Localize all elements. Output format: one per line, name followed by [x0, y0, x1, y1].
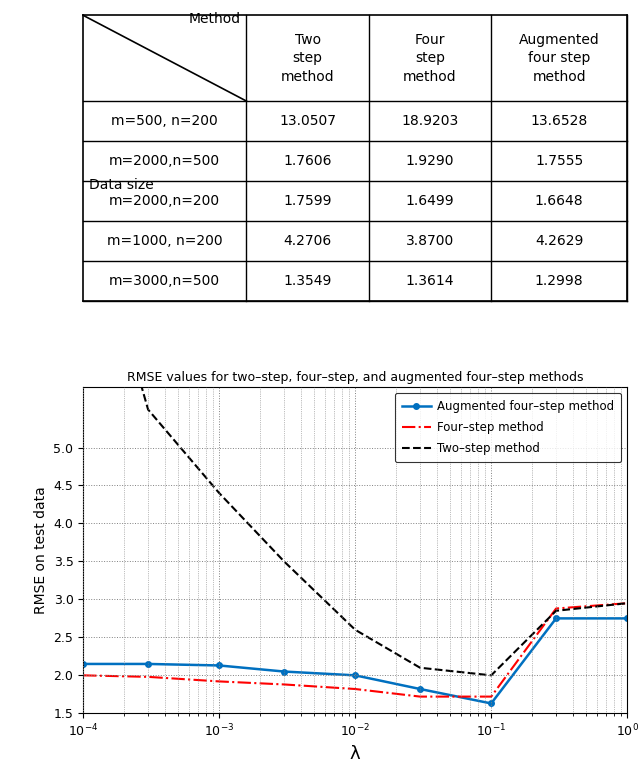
Two–step method	[79, 177, 87, 186]
Two–step method	[351, 625, 359, 634]
Text: 4.2629: 4.2629	[535, 234, 584, 248]
Augmented four–step method	[144, 660, 152, 669]
Text: Method: Method	[189, 12, 241, 27]
Augmented four–step method	[623, 614, 631, 623]
Text: 1.3614: 1.3614	[406, 274, 454, 288]
Text: 4.2706: 4.2706	[284, 234, 332, 248]
Two–step method	[488, 670, 495, 680]
Text: m=3000,n=500: m=3000,n=500	[109, 274, 220, 288]
Four–step method	[552, 604, 560, 613]
Augmented four–step method	[488, 699, 495, 708]
Text: m=1000, n=200: m=1000, n=200	[107, 234, 223, 248]
Augmented four–step method	[552, 614, 560, 623]
Text: 3.8700: 3.8700	[406, 234, 454, 248]
Text: Two
step
method: Two step method	[281, 33, 335, 84]
Text: 1.3549: 1.3549	[284, 274, 332, 288]
Text: 13.6528: 13.6528	[531, 114, 588, 128]
Text: 1.6648: 1.6648	[535, 194, 584, 208]
Augmented four–step method	[351, 670, 359, 680]
Text: 1.7606: 1.7606	[284, 154, 332, 168]
Text: 1.7555: 1.7555	[535, 154, 583, 168]
Two–step method	[144, 405, 152, 414]
Text: 1.9290: 1.9290	[406, 154, 454, 168]
Text: m=2000,n=500: m=2000,n=500	[109, 154, 220, 168]
Text: 1.6499: 1.6499	[406, 194, 454, 208]
Four–step method	[280, 680, 288, 689]
Augmented four–step method	[216, 661, 223, 670]
Four–step method	[79, 670, 87, 680]
Four–step method	[416, 692, 424, 701]
Four–step method	[351, 684, 359, 693]
Text: m=2000,n=200: m=2000,n=200	[109, 194, 220, 208]
Two–step method	[623, 598, 631, 607]
X-axis label: λ: λ	[350, 746, 360, 763]
Augmented four–step method	[416, 684, 424, 693]
Four–step method	[216, 676, 223, 686]
Text: 18.9203: 18.9203	[401, 114, 459, 128]
Legend: Augmented four–step method, Four–step method, Two–step method: Augmented four–step method, Four–step me…	[395, 393, 621, 463]
Two–step method	[216, 489, 223, 498]
Augmented four–step method	[79, 660, 87, 669]
Four–step method	[623, 598, 631, 607]
Title: RMSE values for two–step, four–step, and augmented four–step methods: RMSE values for two–step, four–step, and…	[127, 371, 584, 384]
Line: Four–step method: Four–step method	[83, 603, 627, 696]
Two–step method	[552, 606, 560, 615]
Four–step method	[488, 692, 495, 701]
Y-axis label: RMSE on test data: RMSE on test data	[34, 486, 48, 614]
Text: 1.7599: 1.7599	[284, 194, 332, 208]
Text: m=500, n=200: m=500, n=200	[111, 114, 218, 128]
Text: 1.2998: 1.2998	[535, 274, 584, 288]
Line: Augmented four–step method: Augmented four–step method	[81, 616, 630, 706]
Text: Data size: Data size	[88, 178, 154, 193]
Text: Augmented
four step
method: Augmented four step method	[519, 33, 600, 84]
Text: 13.0507: 13.0507	[279, 114, 336, 128]
Line: Two–step method: Two–step method	[83, 182, 627, 675]
Two–step method	[416, 663, 424, 673]
Text: Four
step
method: Four step method	[403, 33, 457, 84]
Four–step method	[144, 672, 152, 681]
Augmented four–step method	[280, 667, 288, 676]
Two–step method	[280, 557, 288, 566]
